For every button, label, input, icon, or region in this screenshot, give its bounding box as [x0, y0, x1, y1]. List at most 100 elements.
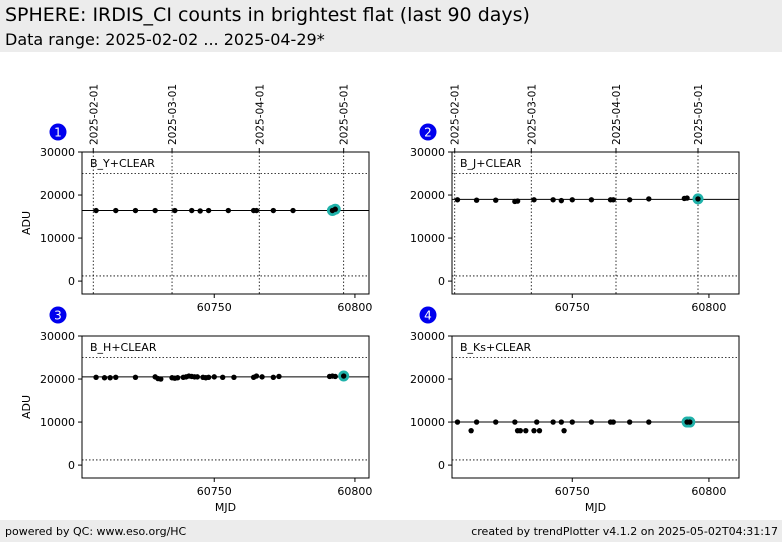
data-point [253, 207, 260, 214]
data-point [93, 374, 99, 381]
panel-number-badge [49, 123, 67, 141]
data-point [132, 374, 139, 381]
data-point [684, 195, 690, 201]
y-tick-label: 10000 [40, 232, 75, 245]
data-point [588, 197, 595, 203]
y-tick-label: 0 [68, 459, 75, 472]
data-point [194, 374, 201, 380]
data-point [523, 427, 529, 434]
x-tick-label: 60800 [337, 485, 372, 498]
y-tick-label: 10000 [40, 416, 75, 429]
data-point [172, 207, 178, 214]
panel-number-label: 2 [424, 126, 432, 140]
date-tick-label: 2025-03-01 [167, 84, 179, 145]
data-point [493, 197, 499, 203]
data-point [588, 419, 595, 425]
data-point [558, 419, 565, 425]
data-point [531, 197, 537, 203]
date-tick-label: 2025-04-01 [611, 84, 623, 145]
data-point [473, 419, 480, 425]
data-point [158, 376, 164, 382]
data-point [276, 373, 282, 380]
y-axis-label: ADU [20, 211, 33, 235]
y-tick-label: 10000 [410, 416, 445, 429]
data-point [332, 373, 338, 380]
data-point [259, 374, 265, 380]
data-point [340, 373, 347, 379]
data-point [569, 419, 575, 425]
data-point [253, 373, 260, 379]
chart-panel-4: 0 10000 20000 30000 60750 60800 MJD B_Ks+CLEAR 4 [410, 306, 740, 514]
panel-number-label: 3 [54, 309, 62, 323]
date-tick-label: 2025-03-01 [526, 84, 538, 145]
data-point [152, 207, 158, 214]
data-point [231, 374, 237, 381]
data-point [197, 208, 203, 214]
x-tick-label: 60750 [197, 485, 232, 498]
data-point [189, 207, 195, 214]
data-point [493, 419, 499, 425]
y-tick-label: 20000 [40, 373, 75, 386]
data-point [610, 197, 616, 203]
y-tick-label: 0 [438, 459, 445, 472]
data-point [468, 427, 474, 434]
panel-number-label: 4 [424, 309, 432, 323]
x-axis-label: MJD [215, 501, 236, 514]
x-tick-label: 60800 [691, 485, 726, 498]
data-point [473, 197, 480, 203]
series-label: B_Ks+CLEAR [460, 341, 531, 354]
y-tick-label: 30000 [410, 330, 445, 343]
panel-number-badge [49, 306, 67, 324]
y-tick-label: 20000 [410, 189, 445, 202]
data-point [113, 207, 119, 214]
data-point [113, 374, 119, 381]
data-point [517, 427, 524, 434]
data-point [558, 197, 565, 204]
y-tick-label: 20000 [410, 373, 445, 386]
data-point [225, 207, 232, 214]
y-tick-label: 30000 [410, 146, 445, 159]
data-point [454, 197, 461, 203]
y-tick-label: 10000 [410, 232, 445, 245]
page-title: SPHERE: IRDIS_CI counts in brightest fla… [5, 4, 530, 26]
data-point [646, 419, 652, 425]
data-point [132, 207, 139, 214]
chart-panel-3: 0 10000 20000 30000 60750 60800 ADU MJD B_H+CLEA… [20, 306, 372, 514]
data-point [534, 419, 540, 425]
data-point [536, 427, 543, 434]
data-point [332, 206, 338, 212]
series-label: B_H+CLEAR [90, 341, 157, 354]
date-tick-label: 2025-05-01 [339, 84, 351, 145]
y-tick-label: 20000 [40, 189, 75, 202]
data-point [93, 207, 99, 214]
y-tick-label: 0 [438, 275, 445, 288]
date-tick-label: 2025-04-01 [254, 84, 266, 145]
data-point [270, 207, 277, 214]
data-point [569, 197, 575, 203]
data-point [550, 197, 556, 203]
x-tick-label: 60750 [197, 301, 232, 314]
data-point [561, 427, 567, 434]
panel-number-label: 1 [54, 126, 62, 140]
y-tick-label: 0 [68, 275, 75, 288]
series-label: B_Y+CLEAR [90, 157, 155, 170]
data-point [646, 196, 652, 202]
y-tick-label: 30000 [40, 330, 75, 343]
plot-frame [81, 335, 370, 479]
date-tick-label: 2025-02-01 [88, 84, 100, 145]
date-tick-label: 2025-05-01 [693, 84, 705, 145]
footer-timestamp: created by trendPlotter v4.1.2 on 2025-0… [471, 525, 778, 538]
footer-bar: powered by QC: www.eso.org/HC created by… [0, 520, 782, 542]
chart-panel-1: 2025-02-01 2025-03-01 2025-04-01 2025-05-01… [20, 84, 372, 314]
data-point [695, 196, 701, 202]
data-point [211, 374, 217, 380]
data-point [205, 374, 212, 381]
y-axis-label: ADU [20, 395, 33, 419]
page-subtitle: Data range: 2025-02-02 ... 2025-04-29* [5, 30, 325, 49]
plot-frame [451, 335, 740, 479]
data-point [107, 375, 113, 381]
y-tick-label: 30000 [40, 146, 75, 159]
data-point [626, 419, 633, 425]
data-point [550, 419, 556, 425]
x-axis-label: MJD [585, 501, 606, 514]
